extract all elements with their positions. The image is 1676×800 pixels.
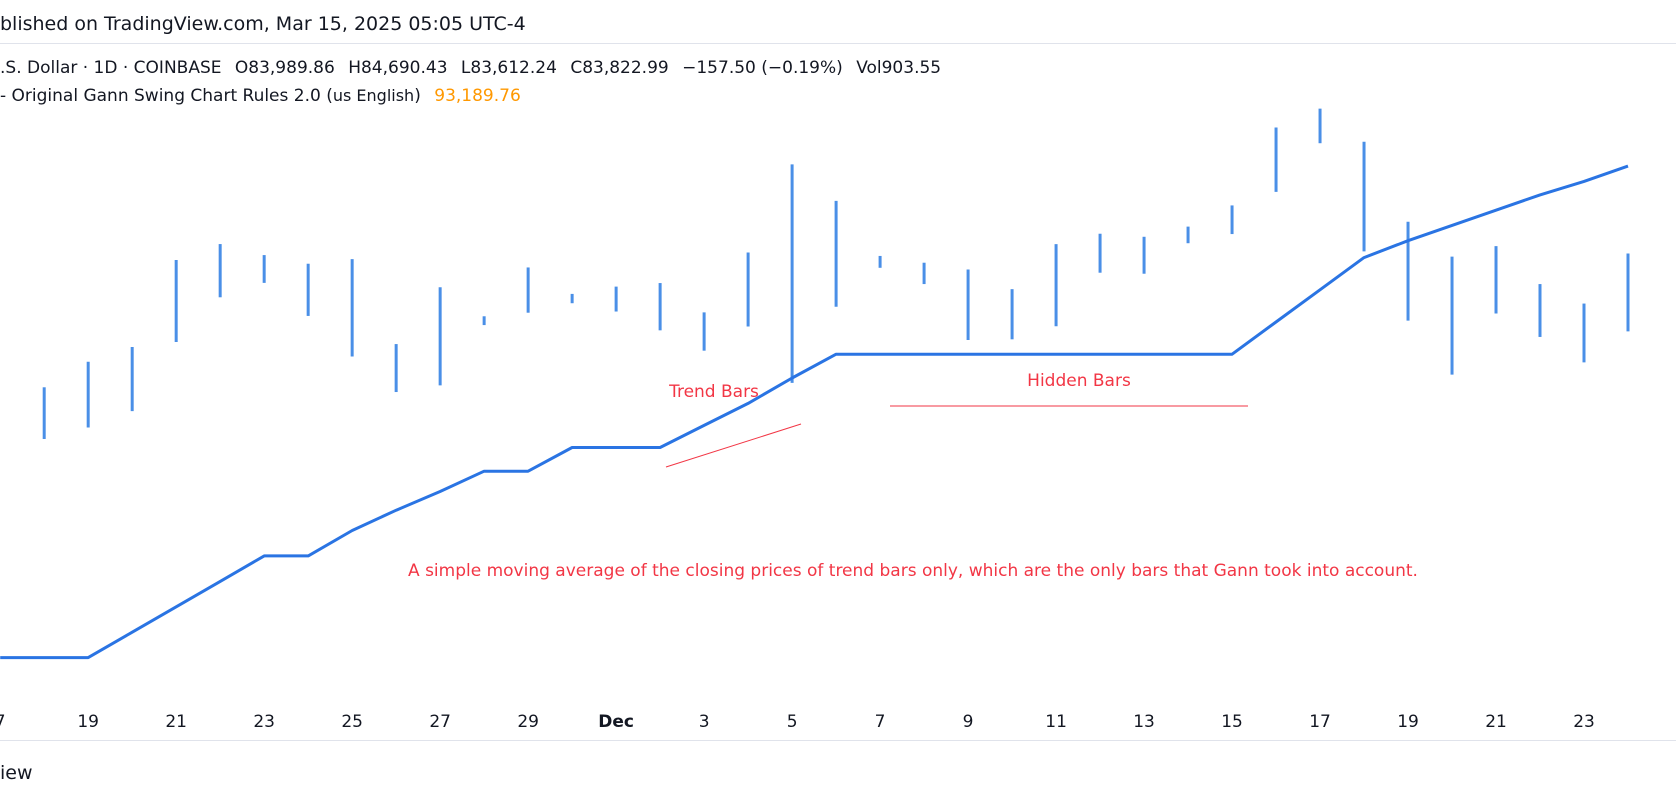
annotations-layer: Trend Bars Hidden Bars A simple moving a… bbox=[408, 371, 1418, 581]
ohlc-bars bbox=[42, 108, 1630, 439]
x-tick-label: 17 bbox=[1309, 712, 1331, 732]
moving-average-line bbox=[0, 164, 1629, 660]
trend-bars-marker-line bbox=[665, 423, 802, 468]
x-tick-label: Dec bbox=[598, 712, 634, 732]
trend-bars-label: Trend Bars bbox=[668, 382, 759, 402]
header-bar bbox=[0, 0, 1676, 44]
x-tick-label: 19 bbox=[1397, 712, 1419, 732]
ohlc-low: L83,612.24 bbox=[460, 58, 557, 78]
x-tick-label: 23 bbox=[253, 712, 275, 732]
hidden-bars-label: Hidden Bars bbox=[1027, 371, 1131, 391]
x-tick-label: 5 bbox=[787, 712, 798, 732]
moving-average-description: A simple moving average of the closing p… bbox=[408, 561, 1418, 581]
x-tick-label: 3 bbox=[699, 712, 710, 732]
x-tick-label: 15 bbox=[1221, 712, 1243, 732]
x-tick-label: 23 bbox=[1573, 712, 1595, 732]
footer-brand: iew bbox=[0, 762, 33, 784]
indicator-name: - Original Gann Swing Chart Rules 2.0 ( bbox=[0, 86, 333, 106]
indicator-value: 93,189.76 bbox=[434, 86, 521, 106]
published-info: blished on TradingView.com, Mar 15, 2025… bbox=[0, 13, 526, 35]
ohlc-high: H84,690.43 bbox=[348, 58, 448, 78]
price-change: −157.50 (−0.19%) bbox=[682, 58, 843, 78]
x-tick-label: 27 bbox=[429, 712, 451, 732]
volume-value: Vol903.55 bbox=[856, 58, 942, 78]
x-tick-label: 7 bbox=[875, 712, 886, 732]
x-tick-label: 9 bbox=[963, 712, 974, 732]
ohlc-close: C83,822.99 bbox=[570, 58, 669, 78]
x-tick-label: 7 bbox=[0, 712, 6, 732]
price-chart[interactable]: Trend Bars Hidden Bars A simple moving a… bbox=[0, 0, 1676, 740]
x-tick-label: 29 bbox=[517, 712, 539, 732]
moving-average-layer bbox=[0, 164, 1629, 660]
x-tick-label: 19 bbox=[77, 712, 99, 732]
symbol-legend: .S. Dollar · 1D · COINBASE O83,989.86 H8… bbox=[0, 58, 949, 78]
x-tick-label: 11 bbox=[1045, 712, 1067, 732]
x-tick-label: 25 bbox=[341, 712, 363, 732]
footer-divider bbox=[0, 740, 1676, 741]
indicator-legend[interactable]: - Original Gann Swing Chart Rules 2.0 (u… bbox=[0, 86, 521, 106]
x-tick-label: 21 bbox=[1485, 712, 1507, 732]
ohlc-open: O83,989.86 bbox=[234, 58, 335, 78]
x-tick-label: 13 bbox=[1133, 712, 1155, 732]
symbol-name[interactable]: .S. Dollar · 1D · COINBASE bbox=[0, 58, 222, 78]
indicator-name-close: ) bbox=[414, 86, 421, 106]
x-tick-label: 21 bbox=[165, 712, 187, 732]
indicator-language: us English bbox=[332, 86, 415, 105]
x-axis-ticks: 7 19 21 23 25 27 29 Dec 3 5 7 9 11 13 15 17 19 21 23 bbox=[0, 712, 1595, 732]
